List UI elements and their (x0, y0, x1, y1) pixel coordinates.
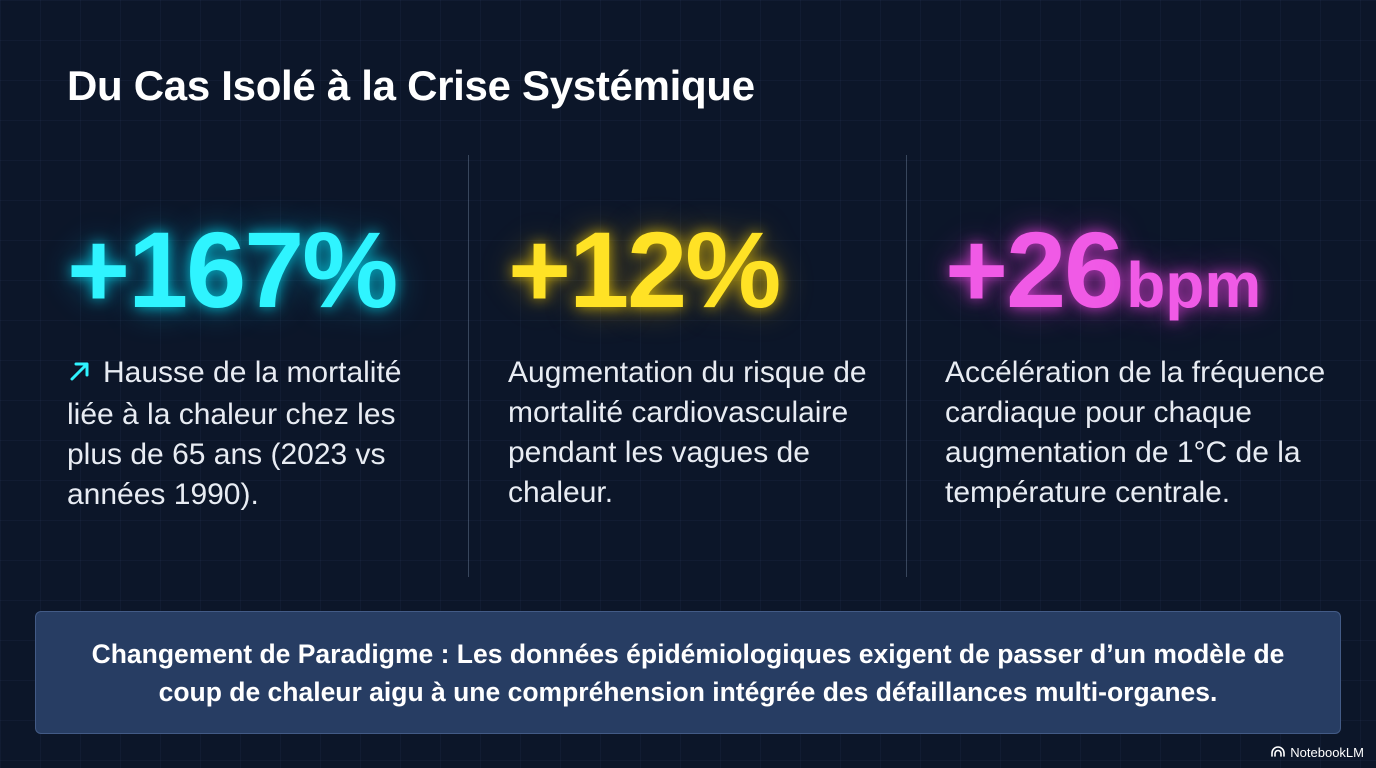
notebooklm-logo-icon (1270, 745, 1286, 760)
stat-value: +26bpm (945, 209, 1262, 330)
stat-unit: bpm (1126, 249, 1262, 321)
brand-watermark: NotebookLM (1270, 745, 1364, 760)
column-divider (468, 155, 469, 577)
trend-up-arrow-icon (67, 355, 93, 395)
brand-label: NotebookLM (1290, 745, 1364, 760)
stat-description: Hausse de la mortalité liée à la chaleur… (67, 353, 447, 515)
column-divider (906, 155, 907, 577)
paradigm-banner: Changement de Paradigme : Les données ép… (35, 611, 1341, 734)
stat-description: Accélération de la fréquence cardiaque p… (945, 356, 1326, 509)
stat-description-text: Hausse de la mortalité liée à la chaleur… (67, 356, 402, 511)
stat-heart-rate: +26bpm Accélération de la fréquence card… (945, 200, 1345, 509)
stat-value: +167% (67, 209, 398, 330)
stat-cardiovascular-risk: +12% Augmentation du risque de mortalité… (508, 200, 888, 509)
stat-mortality-65plus: +167% Hausse de la mortalité liée à la c… (67, 200, 447, 511)
slide-title: Du Cas Isolé à la Crise Systémique (67, 62, 755, 109)
stat-value: +12% (508, 209, 781, 330)
stat-description: Augmentation du risque de mortalité card… (508, 356, 867, 509)
banner-text: Changement de Paradigme : Les données ép… (91, 638, 1285, 707)
